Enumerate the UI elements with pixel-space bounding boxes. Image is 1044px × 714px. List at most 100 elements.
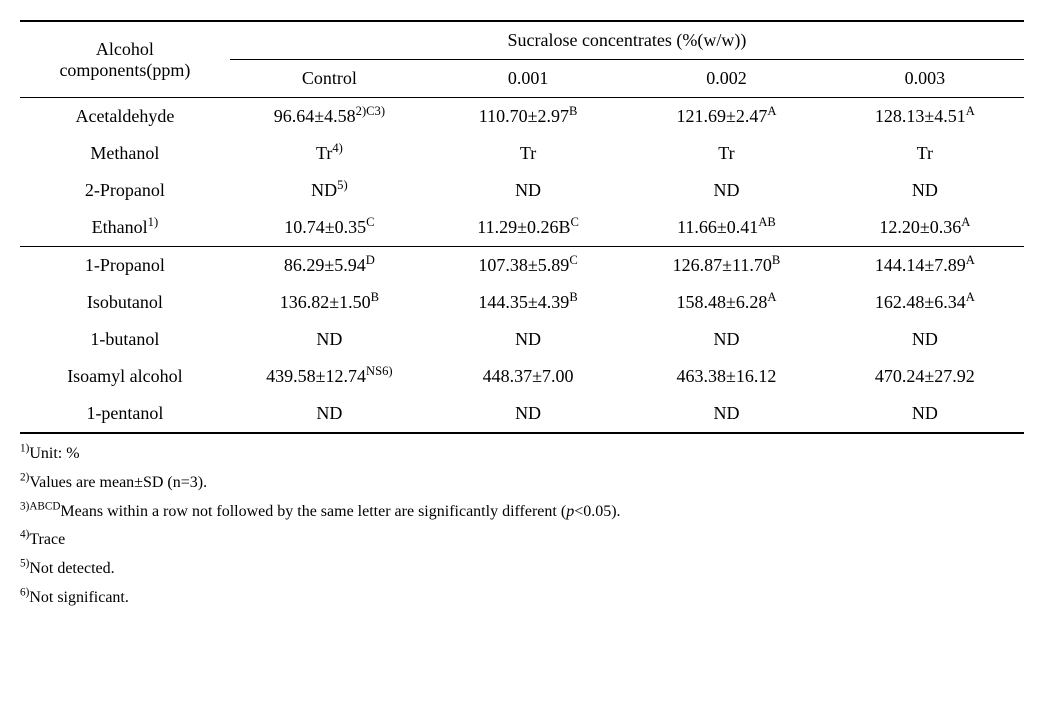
- table-row: 2-PropanolND5)NDNDND: [20, 172, 1024, 209]
- footnote-italic: p: [566, 503, 574, 520]
- cell-superscript: A: [966, 104, 975, 118]
- cell-superscript: B: [569, 104, 577, 118]
- footnote-text: Values are mean±SD (n=3).: [29, 474, 207, 491]
- cell-value: 107.38±5.89: [478, 255, 569, 275]
- cell: 96.64±4.582)C3): [230, 98, 429, 136]
- row-name: 1-butanol: [20, 321, 230, 358]
- table-row: 1-pentanolNDNDNDND: [20, 395, 1024, 433]
- cell: 136.82±1.50B: [230, 284, 429, 321]
- row-name: Ethanol1): [20, 209, 230, 247]
- cell: 110.70±2.97B: [429, 98, 627, 136]
- cell: ND: [429, 395, 627, 433]
- cell-value: ND: [713, 403, 739, 423]
- cell-value: 448.37±7.00: [483, 366, 574, 386]
- cell-value: 126.87±11.70: [673, 255, 772, 275]
- cell-value: 121.69±2.47: [676, 106, 767, 126]
- footnote-text: Not detected.: [29, 560, 114, 577]
- cell-superscript: B: [772, 253, 780, 267]
- row-header-line2: components(ppm): [59, 60, 190, 80]
- cell-superscript: AB: [758, 215, 776, 229]
- cell: 121.69±2.47A: [627, 98, 825, 136]
- cell: 463.38±16.12: [627, 358, 825, 395]
- cell: Tr: [627, 135, 825, 172]
- cell: 126.87±11.70B: [627, 247, 825, 285]
- row-name: Acetaldehyde: [20, 98, 230, 136]
- table-row: Acetaldehyde96.64±4.582)C3)110.70±2.97B1…: [20, 98, 1024, 136]
- cell-superscript: D: [366, 253, 375, 267]
- cell: ND: [826, 395, 1024, 433]
- cell: Tr4): [230, 135, 429, 172]
- cell-value: ND: [515, 329, 541, 349]
- cell-value: 96.64±4.58: [274, 106, 356, 126]
- row-name: 1-pentanol: [20, 395, 230, 433]
- cell: ND: [826, 172, 1024, 209]
- cell: 10.74±0.35C: [230, 209, 429, 247]
- cell-value: 144.14±7.89: [875, 255, 966, 275]
- cell-superscript: 2)C3): [356, 104, 385, 118]
- footnote-text: Means within a row not followed by the s…: [60, 503, 566, 520]
- footnote: 2)Values are mean±SD (n=3).: [20, 469, 1024, 498]
- cell-superscript: A: [966, 290, 975, 304]
- cell: 11.29±0.26BC: [429, 209, 627, 247]
- table-row: MethanolTr4)TrTrTr: [20, 135, 1024, 172]
- cell-superscript: B: [569, 290, 577, 304]
- footnotes: 1)Unit: %2)Values are mean±SD (n=3).3)AB…: [20, 440, 1024, 613]
- cell-value: ND: [912, 403, 938, 423]
- cell: 144.35±4.39B: [429, 284, 627, 321]
- footnote-marker: 3)ABCD: [20, 500, 60, 512]
- table-body-block2: 1-Propanol86.29±5.94D107.38±5.89C126.87±…: [20, 247, 1024, 434]
- footnote-marker: 4): [20, 529, 29, 541]
- footnote-marker: 1): [20, 443, 29, 455]
- cell-value: ND: [912, 180, 938, 200]
- col-header: 0.001: [429, 60, 627, 98]
- span-header: Sucralose concentrates (%(w/w)): [230, 21, 1024, 60]
- cell: 439.58±12.74NS6): [230, 358, 429, 395]
- cell-value: Tr: [718, 143, 734, 163]
- row-name: Isoamyl alcohol: [20, 358, 230, 395]
- cell-superscript: 4): [332, 141, 343, 155]
- cell-value: 12.20±0.36: [879, 217, 961, 237]
- cell: 128.13±4.51A: [826, 98, 1024, 136]
- table-row: Isobutanol136.82±1.50B144.35±4.39B158.48…: [20, 284, 1024, 321]
- cell: Tr: [826, 135, 1024, 172]
- row-header-line1: Alcohol: [96, 39, 154, 59]
- footnote: 1)Unit: %: [20, 440, 1024, 469]
- cell: 158.48±6.28A: [627, 284, 825, 321]
- cell: 144.14±7.89A: [826, 247, 1024, 285]
- cell-value: Tr: [520, 143, 536, 163]
- cell-value: 463.38±16.12: [677, 366, 777, 386]
- cell-value: ND: [713, 329, 739, 349]
- cell: 107.38±5.89C: [429, 247, 627, 285]
- table-row: 1-butanolNDNDNDND: [20, 321, 1024, 358]
- cell: ND: [826, 321, 1024, 358]
- cell: ND: [627, 395, 825, 433]
- table-body-block1: Acetaldehyde96.64±4.582)C3)110.70±2.97B1…: [20, 98, 1024, 247]
- cell: 470.24±27.92: [826, 358, 1024, 395]
- cell-value: 439.58±12.74: [266, 366, 366, 386]
- cell-value: 11.29±0.26B: [477, 217, 570, 237]
- col-header: Control: [230, 60, 429, 98]
- col-header: 0.003: [826, 60, 1024, 98]
- data-table: Alcohol components(ppm) Sucralose concen…: [20, 20, 1024, 613]
- cell: 162.48±6.34A: [826, 284, 1024, 321]
- footnote: 6)Not significant.: [20, 584, 1024, 613]
- cell-value: Tr: [316, 143, 332, 163]
- footnote-marker: 2): [20, 471, 29, 483]
- header-row-1: Alcohol components(ppm) Sucralose concen…: [20, 21, 1024, 60]
- cell-value: ND: [311, 180, 337, 200]
- cell-superscript: A: [966, 253, 975, 267]
- cell-value: Tr: [917, 143, 933, 163]
- cell-value: 136.82±1.50: [280, 292, 371, 312]
- footnote: 5)Not detected.: [20, 555, 1024, 584]
- cell-value: ND: [713, 180, 739, 200]
- cell: 12.20±0.36A: [826, 209, 1024, 247]
- footnote-marker: 6): [20, 587, 29, 599]
- cell-superscript: C: [569, 253, 577, 267]
- cell-superscript: A: [767, 290, 776, 304]
- row-header-cell: Alcohol components(ppm): [20, 21, 230, 98]
- footnote-text: Trace: [29, 531, 65, 548]
- cell: ND: [627, 172, 825, 209]
- cell-superscript: A: [767, 104, 776, 118]
- cell-value: 158.48±6.28: [676, 292, 767, 312]
- cell: ND: [429, 321, 627, 358]
